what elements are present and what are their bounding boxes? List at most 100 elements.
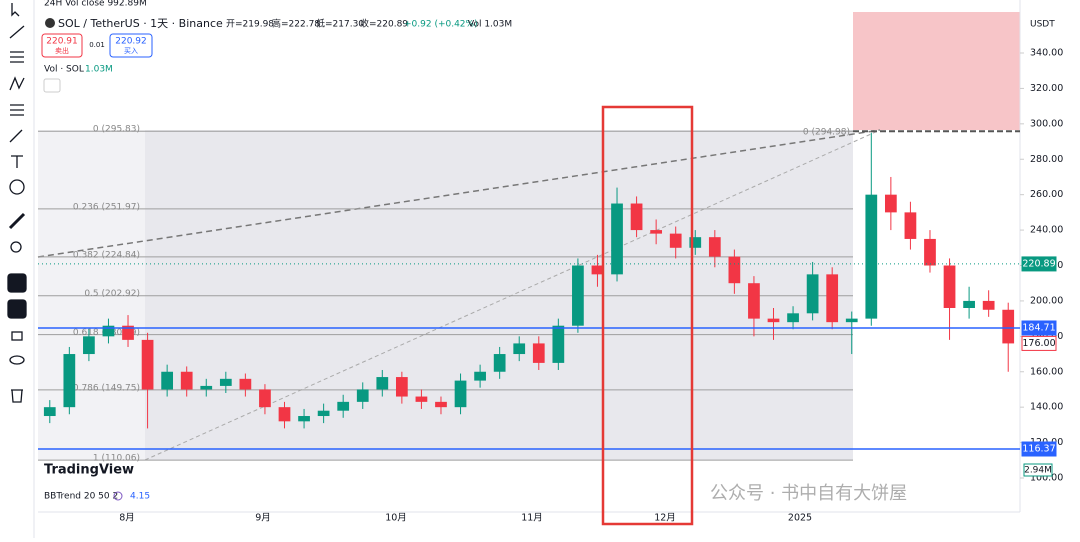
candle-body bbox=[395, 377, 408, 397]
candle-body bbox=[630, 203, 643, 231]
pattern-tool[interactable] bbox=[9, 76, 25, 91]
candle-body bbox=[435, 401, 447, 408]
price-tick-label: 200.00 bbox=[1030, 295, 1063, 306]
low: 低=217.30 bbox=[316, 18, 364, 30]
ruler-tool[interactable] bbox=[8, 212, 26, 230]
lock-tool[interactable] bbox=[11, 331, 23, 341]
candle-body bbox=[669, 233, 682, 248]
candle-body bbox=[767, 318, 780, 323]
lock-draw-tool[interactable] bbox=[7, 299, 27, 319]
candle-body bbox=[278, 407, 291, 422]
open: 开=219.98 bbox=[226, 19, 274, 30]
tool-icons[interactable] bbox=[7, 3, 27, 403]
high: 高=222.78 bbox=[272, 18, 320, 30]
price-badge-text: 176.00 bbox=[1022, 338, 1055, 349]
candle-body bbox=[298, 416, 310, 422]
collapse-button[interactable] bbox=[43, 78, 61, 93]
price-badge bbox=[1021, 320, 1057, 336]
candle-body bbox=[83, 336, 95, 355]
line-tool[interactable] bbox=[9, 25, 25, 39]
sell-price[interactable]: 220.91 bbox=[46, 37, 78, 47]
price-tick-label: 100.00 bbox=[1030, 473, 1063, 484]
prediction-tool[interactable] bbox=[10, 104, 24, 116]
candle-body bbox=[689, 237, 702, 248]
candle-body bbox=[63, 354, 76, 408]
candle-body bbox=[591, 265, 604, 275]
highlight-box bbox=[601, 105, 694, 526]
brush-tool[interactable] bbox=[9, 129, 23, 143]
fib-label: 0 (295.83) bbox=[93, 125, 140, 135]
vol-badge-text: 2.94M bbox=[1024, 466, 1052, 476]
price-tick-label: 160.00 bbox=[1030, 366, 1063, 377]
price-tick-label: 320.00 bbox=[1030, 83, 1063, 94]
text-tool[interactable] bbox=[11, 155, 23, 168]
sell-button[interactable] bbox=[41, 33, 83, 58]
price-tick-label: 280.00 bbox=[1030, 154, 1063, 165]
price-tick-label: 340.00 bbox=[1030, 48, 1063, 59]
candle-body bbox=[787, 313, 799, 323]
candle-body bbox=[845, 318, 858, 323]
sell-label[interactable]: 卖出 bbox=[55, 46, 69, 55]
zoom-tool[interactable] bbox=[10, 241, 22, 253]
candle-body bbox=[748, 283, 760, 319]
toolbar bbox=[0, 0, 34, 538]
candle-body bbox=[454, 380, 467, 408]
candle-body bbox=[337, 401, 350, 411]
month-label: 11月 bbox=[521, 513, 543, 524]
cursor-tool[interactable] bbox=[11, 3, 20, 17]
emoji-tool[interactable] bbox=[9, 179, 25, 195]
indicator-name: BBTrend 20 50 2 bbox=[44, 492, 118, 502]
currency: USDT bbox=[1030, 20, 1055, 30]
candle-body bbox=[708, 237, 721, 257]
close: 收=220.89 bbox=[360, 18, 408, 30]
month-label: 9月 bbox=[255, 513, 271, 524]
candle-body bbox=[415, 396, 428, 402]
candle-body bbox=[219, 378, 232, 386]
candle-body bbox=[982, 300, 995, 310]
delete-tool[interactable] bbox=[11, 389, 23, 403]
candle-body bbox=[356, 389, 369, 402]
candle-body bbox=[239, 378, 252, 390]
fib-label: 0.236 (251.97) bbox=[73, 202, 140, 212]
candle-body bbox=[806, 274, 819, 314]
symbol-icon bbox=[45, 18, 55, 28]
target-zone bbox=[853, 12, 1020, 130]
price-badge bbox=[1021, 256, 1057, 272]
fib-area bbox=[145, 130, 853, 460]
vol-badge bbox=[1023, 463, 1053, 477]
top-vol: 24H Vol close 992.89M bbox=[44, 0, 147, 9]
buy-label[interactable]: 买入 bbox=[124, 47, 138, 55]
candle-body bbox=[1002, 309, 1015, 344]
vol: Vol 1.03M bbox=[468, 20, 512, 30]
price-badge bbox=[1021, 441, 1057, 457]
candle-body bbox=[552, 325, 565, 363]
hide-tool[interactable] bbox=[9, 355, 25, 365]
candle-body bbox=[826, 274, 839, 323]
candle-body bbox=[943, 265, 956, 308]
fib-label: 1 (110.06) bbox=[93, 454, 140, 464]
magnet-tool[interactable] bbox=[7, 273, 27, 293]
brand: TradingView bbox=[44, 463, 134, 478]
price-badge-text: 184.71 bbox=[1022, 322, 1055, 333]
indicator-value: 4.15 bbox=[130, 492, 150, 502]
candle-body bbox=[493, 354, 506, 372]
candle-body bbox=[376, 377, 389, 390]
candle-body bbox=[532, 343, 545, 363]
fib-area-left bbox=[38, 130, 145, 460]
month-label: 10月 bbox=[385, 513, 407, 524]
watermark: 公众号 · 书中自有大饼屋 bbox=[710, 483, 907, 504]
candle-body bbox=[650, 230, 663, 234]
month-label: 8月 bbox=[119, 513, 135, 524]
price-badge-text: 220.89 bbox=[1022, 258, 1055, 269]
candle-body bbox=[317, 410, 330, 417]
price-tick-label: 240.00 bbox=[1030, 225, 1063, 236]
buy-button[interactable] bbox=[109, 33, 153, 58]
candle-body bbox=[200, 385, 213, 390]
candle-body bbox=[161, 371, 174, 390]
fib-end-label: 0 (294.98) bbox=[803, 128, 850, 138]
candle-body bbox=[611, 203, 623, 275]
buy-price[interactable]: 220.92 bbox=[115, 37, 147, 47]
vol-value: 1.03M bbox=[85, 65, 113, 75]
fib-tool[interactable] bbox=[10, 51, 24, 63]
